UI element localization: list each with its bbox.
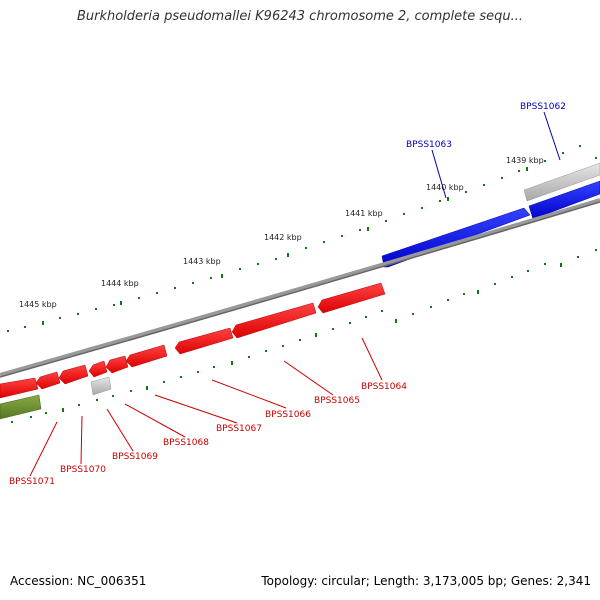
forward-gene-labels: BPSS1062 BPSS1063 bbox=[406, 102, 566, 199]
forward-tick-row bbox=[7, 145, 597, 332]
gene-bpss1066[interactable] bbox=[174, 327, 234, 355]
gene-bpss1068[interactable] bbox=[105, 355, 129, 374]
leader-line bbox=[283, 360, 334, 396]
gene-bpss1062-grey[interactable] bbox=[523, 162, 600, 202]
reverse-tick-marks bbox=[11, 249, 597, 423]
gene-label-bpss1070[interactable]: BPSS1070 bbox=[60, 465, 106, 475]
gene-rna-feature[interactable] bbox=[0, 394, 42, 420]
gene-bpss1070[interactable] bbox=[58, 364, 89, 385]
accession-text: Accession: NC_006351 bbox=[10, 574, 147, 588]
gene-bpss1069[interactable] bbox=[88, 360, 108, 378]
tick-label: 1441 kbp bbox=[345, 209, 383, 218]
gene-label-bpss1065[interactable]: BPSS1065 bbox=[314, 396, 360, 406]
chromosome-backbone bbox=[0, 198, 600, 377]
gene-left-partial[interactable] bbox=[0, 377, 39, 399]
gene-label-bpss1067[interactable]: BPSS1067 bbox=[216, 424, 262, 434]
gene-label-bpss1066[interactable]: BPSS1066 bbox=[265, 410, 311, 420]
reverse-strand-genes bbox=[0, 282, 386, 420]
gene-grey-small[interactable] bbox=[90, 376, 112, 396]
tick-label: 1445 kbp bbox=[19, 300, 57, 309]
gene-bpss1062[interactable] bbox=[528, 180, 600, 220]
forward-tick-marks bbox=[7, 145, 597, 332]
tick-label: 1440 kbp bbox=[426, 183, 464, 192]
reverse-gene-labels: BPSS1064 BPSS1065 BPSS1066 BPSS1067 BPSS… bbox=[9, 337, 407, 487]
gene-label-bpss1068[interactable]: BPSS1068 bbox=[163, 438, 209, 448]
tick-label: 1442 kbp bbox=[264, 233, 302, 242]
gene-label-bpss1064[interactable]: BPSS1064 bbox=[361, 382, 407, 392]
tick-label: 1444 kbp bbox=[101, 279, 139, 288]
leader-line bbox=[431, 149, 447, 199]
leader-line bbox=[543, 111, 561, 161]
position-labels: 1439 kbp 1440 kbp 1441 kbp 1442 kbp 1443… bbox=[19, 156, 544, 309]
chromosome-backbone-shade bbox=[0, 201, 600, 378]
leader-line bbox=[80, 415, 83, 465]
gene-bpss1071-partial[interactable] bbox=[35, 371, 61, 390]
reverse-tick-row bbox=[11, 249, 597, 423]
leader-line bbox=[211, 379, 287, 409]
gene-bpss1067[interactable] bbox=[125, 344, 168, 368]
leader-line bbox=[29, 421, 58, 477]
leader-line bbox=[361, 337, 383, 381]
leader-line bbox=[106, 408, 134, 452]
map-title: Burkholderia pseudomallei K96243 chromos… bbox=[76, 9, 524, 24]
gene-bpss1065[interactable] bbox=[231, 302, 317, 339]
gene-bpss1064[interactable] bbox=[317, 282, 386, 314]
gene-label-bpss1071[interactable]: BPSS1071 bbox=[9, 477, 55, 487]
tick-label: 1439 kbp bbox=[506, 156, 544, 165]
gene-label-bpss1063[interactable]: BPSS1063 bbox=[406, 140, 452, 150]
leader-line bbox=[124, 403, 186, 438]
gene-label-bpss1069[interactable]: BPSS1069 bbox=[112, 452, 158, 462]
forward-strand-genes bbox=[381, 162, 600, 268]
tick-label: 1443 kbp bbox=[183, 257, 221, 266]
topology-text: Topology: circular; Length: 3,173,005 bp… bbox=[261, 574, 591, 588]
gene-label-bpss1062[interactable]: BPSS1062 bbox=[520, 102, 566, 112]
leader-line bbox=[154, 394, 238, 424]
